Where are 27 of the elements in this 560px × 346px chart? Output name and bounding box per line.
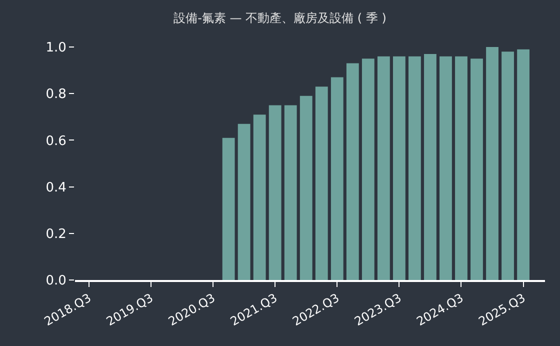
chart-title: 設備-氟素 — 不動產、廠房及設備 ( 季 ) xyxy=(174,11,386,26)
bar xyxy=(253,114,266,280)
bar xyxy=(222,138,235,280)
bar xyxy=(238,124,250,280)
bar xyxy=(440,56,452,280)
bar xyxy=(330,77,344,280)
y-tick-label: 0.2 xyxy=(46,226,66,242)
bar xyxy=(392,56,406,280)
y-tick-label: 1.0 xyxy=(46,40,66,56)
bar xyxy=(517,49,530,280)
y-tick-label: 0.0 xyxy=(46,274,66,289)
bar xyxy=(424,54,436,280)
bar xyxy=(502,52,514,280)
bar xyxy=(315,86,328,280)
bar xyxy=(268,105,282,280)
bar xyxy=(377,56,390,280)
y-tick-label: 0.6 xyxy=(46,134,66,149)
bar xyxy=(346,63,359,280)
bar xyxy=(470,58,483,280)
bar xyxy=(455,56,468,280)
bar xyxy=(362,58,374,280)
bar xyxy=(486,47,498,280)
y-tick-label: 0.8 xyxy=(46,87,66,102)
bar xyxy=(408,56,421,280)
bar xyxy=(284,105,297,280)
y-tick-label: 0.4 xyxy=(46,180,66,196)
bar xyxy=(300,96,312,280)
